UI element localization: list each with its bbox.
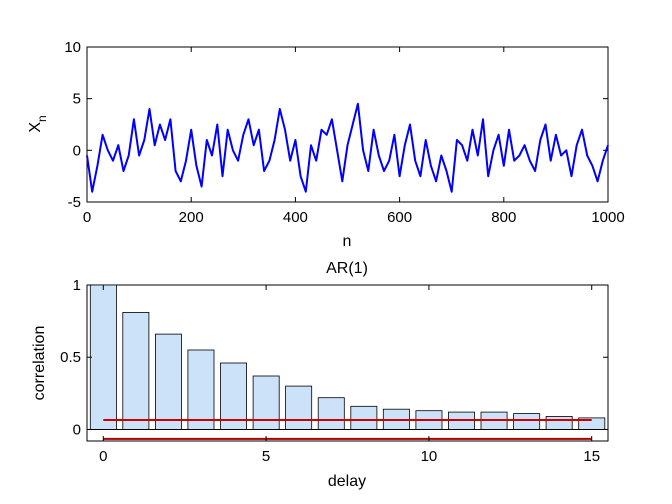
- autocorrelation-y-label: correlation: [31, 326, 48, 401]
- timeseries-x-tick-label: 1000: [591, 209, 624, 226]
- correlation-bar: [89, 284, 117, 430]
- correlation-bar: [317, 397, 345, 430]
- timeseries-x-label: n: [343, 233, 352, 250]
- timeseries-y-tick-label: 5: [73, 91, 81, 108]
- timeseries-y-tick-label: 0: [73, 142, 81, 159]
- autocorrelation-title: AR(1): [326, 260, 368, 277]
- correlation-tick-label: 0.5: [60, 349, 81, 366]
- timeseries-y-label: Xn: [27, 115, 49, 132]
- correlation-bar: [513, 413, 541, 430]
- autocorrelation-bars: [87, 284, 608, 430]
- correlation-tick-label: 0: [73, 421, 81, 438]
- correlation-bar: [545, 415, 573, 430]
- delay-tick-label: 0: [99, 448, 107, 465]
- correlation-bar: [122, 311, 150, 430]
- correlation-bar: [350, 405, 378, 430]
- delay-tick-label: 15: [583, 448, 600, 465]
- timeseries-x-tick-label: 600: [387, 209, 412, 226]
- autocorrelation-panel: AR(1) 0 5 10 15 0 0.5 1 delay correlation: [31, 260, 609, 490]
- timeseries-line: [86, 102, 609, 193]
- delay-tick-label: 10: [421, 448, 438, 465]
- correlation-bar: [285, 385, 313, 430]
- timeseries-plot-area: [86, 46, 609, 203]
- timeseries-x-tick-label: 800: [491, 209, 516, 226]
- timeseries-x-tick-label: 400: [283, 209, 308, 226]
- confidence-lines: [103, 419, 592, 440]
- correlation-bar: [252, 375, 280, 430]
- correlation-bar: [154, 333, 182, 430]
- correlation-tick-label: 1: [73, 277, 81, 294]
- correlation-bar: [220, 362, 248, 430]
- timeseries-x-tick-label: 0: [83, 209, 91, 226]
- autocorrelation-x-label: delay: [328, 473, 366, 490]
- delay-tick-label: 5: [262, 448, 270, 465]
- autocorrelation-ticks: 0 5 10 15 0 0.5 1: [60, 277, 608, 465]
- timeseries-y-tick-label: -5: [68, 194, 81, 211]
- correlation-bar: [187, 349, 215, 430]
- timeseries-y-tick-label: 10: [64, 39, 81, 56]
- timeseries-x-tick-label: 200: [179, 209, 204, 226]
